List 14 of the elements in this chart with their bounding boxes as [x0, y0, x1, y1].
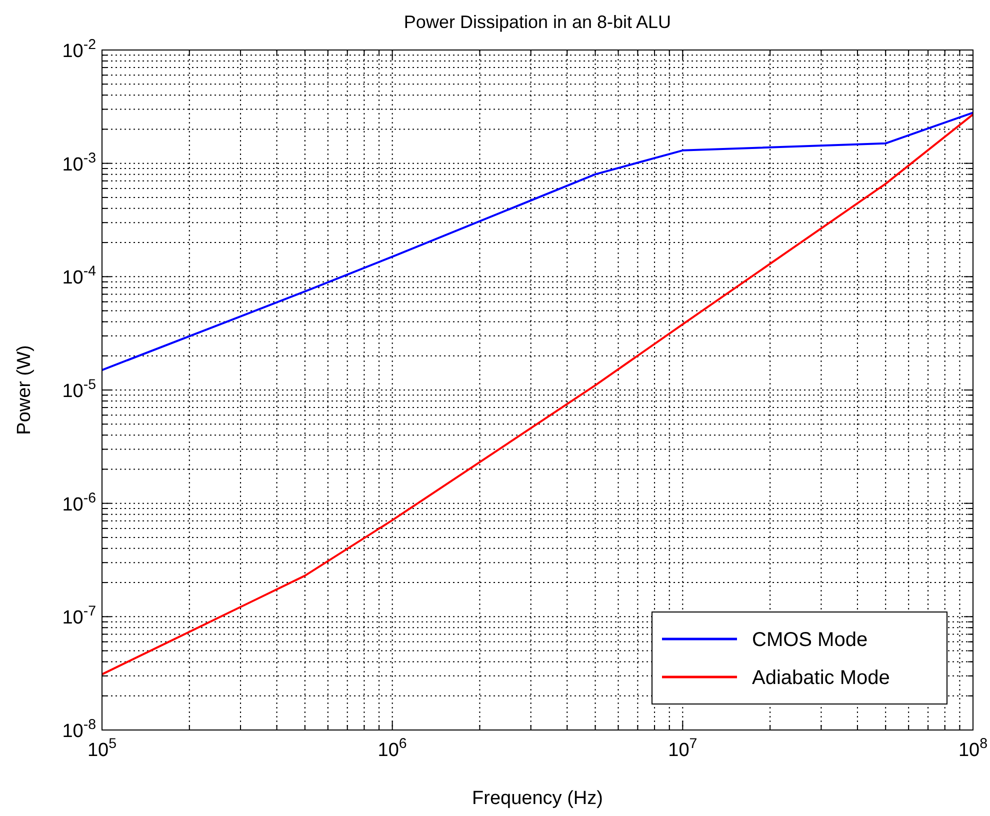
chart-title: Power Dissipation in an 8-bit ALU [404, 12, 672, 32]
y-tick-label: 10$^{-5}$ [62, 377, 96, 402]
legend-label: Adiabatic Mode [752, 667, 890, 689]
y-axis-title: Power (W) [14, 345, 35, 435]
x-axis-title: Frequency (Hz) [472, 788, 603, 809]
x-tick-label: 10$^{6}$ [378, 736, 407, 761]
y-tick-label: 10$^{-3}$ [62, 150, 96, 176]
y-tick-label: 10$^{-4}$ [62, 264, 96, 289]
y-tick-label: 10$^{-7}$ [62, 604, 96, 629]
x-tick-label: 10$^{8}$ [958, 736, 988, 761]
x-tick-label: 10$^{7}$ [668, 736, 698, 761]
y-tick-label: 10$^{-6}$ [62, 490, 96, 516]
y-tick-label: 10$^{-2}$ [62, 37, 96, 62]
legend-label: CMOS Mode [752, 629, 868, 651]
